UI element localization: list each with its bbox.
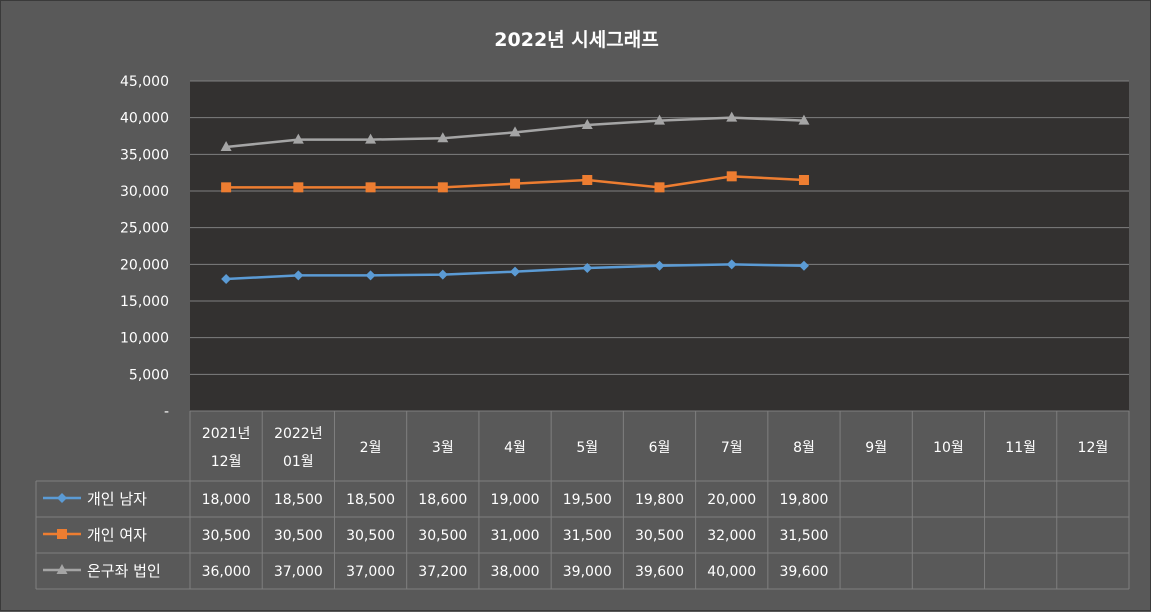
x-tick-label: 2월: [360, 440, 382, 456]
data-table-value: 18,500: [274, 492, 323, 508]
legend-key-marker: [57, 529, 67, 539]
x-tick-label: 7월: [721, 440, 743, 456]
data-table-value: 31,500: [779, 528, 828, 544]
data-point: [798, 114, 810, 125]
data-point: [437, 182, 448, 193]
data-point: [582, 175, 593, 185]
data-table: 2021년 12월 2022년 01월 2월 3월 4월 5월 6월 7월 8월 9월 10월 11월 12…: [35, 410, 1130, 590]
data-table-value: 37,200: [418, 564, 467, 580]
data-table-value: 19,800: [779, 492, 828, 508]
data-table-value: 18,600: [418, 492, 467, 508]
data-point: [582, 263, 593, 273]
data-point: [654, 182, 665, 193]
data-table-value: 39,000: [563, 564, 612, 580]
data-table-value: 37,000: [274, 564, 323, 580]
y-tick-label: 45,000: [120, 74, 169, 90]
legend-label: 온구좌 법인: [87, 562, 161, 580]
data-point: [654, 260, 665, 271]
data-table-value: 30,500: [635, 528, 684, 544]
x-tick-label: 8월: [793, 440, 815, 456]
y-tick-label: -: [164, 404, 169, 420]
data-point: [293, 182, 304, 193]
data-table-value: 31,000: [491, 528, 540, 544]
data-point: [221, 182, 232, 193]
legend-key-marker: [57, 493, 67, 503]
data-table-value: 39,600: [635, 564, 684, 580]
data-table-value: 30,500: [346, 528, 395, 544]
data-table-value: 18,000: [202, 492, 251, 508]
data-point: [510, 266, 521, 277]
x-tick-label: 2022년: [274, 426, 323, 442]
data-point: [437, 132, 449, 143]
data-point: [510, 178, 521, 189]
y-tick-label: 25,000: [120, 221, 169, 237]
data-table-value: 37,000: [346, 564, 395, 580]
y-tick-label: 5,000: [129, 367, 169, 383]
data-point: [654, 114, 665, 125]
x-tick-label: 10월: [933, 440, 964, 456]
y-tick-label: 10,000: [120, 331, 169, 347]
data-table-value: 18,500: [346, 492, 395, 508]
x-tick-label: 6월: [649, 440, 671, 456]
x-tick-label: 11월: [1005, 440, 1036, 456]
data-table-value: 39,600: [779, 564, 828, 580]
data-table-value: 19,000: [491, 492, 540, 508]
x-tick-label: 4월: [504, 440, 526, 456]
y-tick-label: 30,000: [120, 184, 169, 200]
series-layer: [220, 111, 810, 284]
data-table-value: 19,500: [563, 492, 612, 508]
data-table-value: 30,500: [418, 528, 467, 544]
legend-label: 개인 여자: [87, 526, 147, 544]
data-table-value: 38,000: [491, 564, 540, 580]
data-point: [437, 269, 448, 280]
data-point: [221, 274, 232, 284]
data-point: [365, 133, 377, 144]
x-tick-label: 12월: [1078, 440, 1109, 456]
data-table-value: 20,000: [707, 492, 756, 508]
data-table-value: 32,000: [707, 528, 756, 544]
data-point: [581, 119, 593, 129]
data-point: [293, 270, 304, 281]
data-point: [220, 141, 232, 151]
data-table-value: 40,000: [707, 564, 756, 580]
data-point: [726, 111, 738, 122]
x-tick-label: 01월: [283, 454, 314, 470]
data-point: [365, 270, 376, 281]
data-point: [798, 260, 809, 271]
chart-title: 2022년 시세그래프: [494, 29, 659, 51]
data-point: [726, 259, 737, 270]
plot-area: [190, 81, 1129, 411]
data-table-value: 30,500: [202, 528, 251, 544]
data-table-value: 31,500: [563, 528, 612, 544]
data-point: [726, 171, 737, 182]
y-tick-label: 40,000: [120, 111, 169, 127]
x-tick-label: 9월: [865, 440, 887, 456]
data-point: [509, 126, 521, 137]
y-tick-label: 15,000: [120, 294, 169, 310]
data-point: [798, 175, 809, 185]
y-axis: - 5,000 10,000 15,000 20,000 25,000 30,000 35,0…: [120, 74, 169, 420]
data-table-value: 30,500: [274, 528, 323, 544]
legend-label: 개인 남자: [87, 490, 147, 508]
x-tick-label: 2021년: [202, 426, 251, 442]
data-point: [292, 133, 304, 144]
y-tick-label: 35,000: [120, 147, 169, 163]
y-tick-label: 20,000: [120, 257, 169, 273]
legend-key-marker: [56, 564, 68, 574]
data-table-value: 19,800: [635, 492, 684, 508]
x-tick-label: 5월: [576, 440, 598, 456]
x-tick-label: 3월: [432, 440, 454, 456]
data-point: [365, 182, 376, 193]
x-tick-label: 12월: [211, 454, 242, 470]
data-table-value: 36,000: [202, 564, 251, 580]
